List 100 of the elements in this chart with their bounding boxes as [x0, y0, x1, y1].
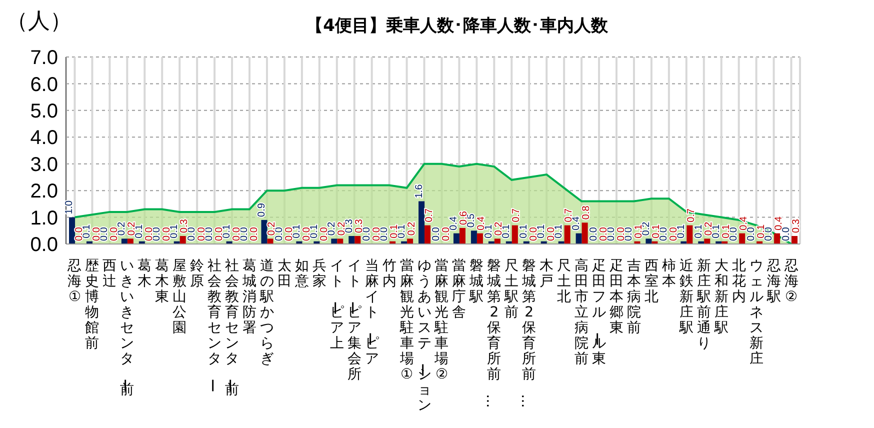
bar: [686, 225, 693, 244]
data-label: 0.3: [790, 218, 802, 233]
x-tick-label: 忍海②: [783, 258, 798, 305]
y-tick-label: 6.0: [30, 74, 58, 96]
data-label: 0.2: [640, 221, 652, 236]
bar: [354, 236, 361, 244]
x-tick-label: 歴史博物館前: [85, 258, 100, 352]
data-label: 0.0: [588, 226, 600, 241]
x-tick-label: 西室北: [644, 258, 658, 305]
data-label: 0.1: [710, 224, 722, 238]
data-label: 0.0: [763, 226, 774, 241]
x-tick-label: 柿本: [662, 258, 676, 290]
x-tick-label: 社会教育センター: [204, 258, 222, 392]
data-label: 0.0: [249, 226, 260, 241]
x-tick-label: 屋敷山公園: [172, 258, 187, 336]
bar: [407, 238, 414, 244]
y-tick-label: 5.0: [30, 100, 58, 123]
x-tick-label: 太田: [277, 258, 292, 290]
bar: [792, 236, 798, 244]
bar: [774, 233, 780, 244]
y-tick-label: 1.0: [30, 207, 58, 230]
data-label: 0.1: [291, 224, 302, 238]
x-tick-label: 當麻庁舎: [452, 258, 466, 320]
bar: [453, 233, 460, 244]
x-tick-label: 葛木東: [155, 258, 170, 305]
x-tick-label: 磐城駅: [468, 258, 484, 305]
x-tick-label: 葛城消防署: [242, 258, 256, 336]
y-tick-label: 7.0: [30, 47, 58, 70]
data-label: 0.8: [581, 205, 592, 220]
data-label: 0.0: [658, 226, 670, 241]
x-tick-label: 高田市立病院前: [574, 258, 589, 367]
bar: [646, 238, 652, 244]
bar: [348, 236, 355, 244]
bar: [739, 233, 746, 244]
x-tick-label: 兵家: [312, 258, 326, 290]
bar: [476, 233, 483, 244]
data-label: 1.6: [414, 184, 425, 198]
data-label: 0.0: [746, 226, 757, 241]
data-label: 0.1: [518, 224, 530, 238]
x-tick-label: 忍海駅: [766, 258, 781, 305]
y-tick-label: 3.0: [30, 154, 58, 176]
data-label: 0.1: [676, 224, 687, 238]
category-label: 磐城第2保育所前…: [483, 258, 502, 408]
bar: [576, 233, 582, 244]
bar: [267, 238, 274, 244]
x-tick-label: 木戸: [540, 258, 554, 290]
bar: [470, 230, 477, 244]
data-label: 0.0: [378, 226, 390, 241]
x-tick-label: 尺土北: [557, 258, 572, 305]
x-tick-label: ウェルネス新庄: [749, 258, 764, 367]
data-label: 0.0: [728, 226, 740, 241]
bar: [331, 238, 338, 244]
x-tick-label: 當麻観光駐車場②: [434, 258, 449, 382]
data-label: 0.0: [274, 226, 285, 241]
y-axis-title: （人）: [6, 8, 72, 36]
category-label: 磐城第2保育所前…: [518, 258, 536, 408]
x-tick-label: 大和新庄駅: [713, 258, 728, 336]
bar: [180, 236, 186, 244]
data-label: 0.0: [186, 226, 198, 241]
x-tick-label: 疋田フルール東: [588, 258, 606, 367]
x-tick-label: 鈴原: [190, 258, 204, 290]
x-tick-label: 如意: [294, 258, 309, 290]
data-label: 0.0: [431, 226, 442, 241]
data-label: 0.7: [511, 208, 522, 222]
y-tick-label: 0.0: [30, 234, 58, 256]
data-label: 0.0: [361, 226, 372, 241]
data-label: 0.2: [326, 221, 338, 236]
bar: [512, 225, 518, 244]
bar: [261, 220, 268, 244]
data-label: 0.4: [448, 216, 460, 230]
x-tick-label: 當麻観光駐車場①: [398, 258, 414, 382]
bar: [418, 201, 425, 244]
data-label: 0.9: [256, 202, 268, 217]
x-tick-label: 道の駅かつらぎ: [258, 258, 274, 367]
data-label: 0.0: [623, 226, 634, 241]
y-tick-label: 4.0: [30, 127, 58, 150]
bar: [564, 225, 570, 244]
data-label: 0.7: [686, 208, 697, 222]
bar: [127, 238, 134, 244]
x-tick-label: 忍海①: [66, 258, 82, 305]
data-label: 0.7: [424, 208, 435, 222]
bar: [704, 238, 710, 244]
bar: [494, 238, 500, 244]
data-label: 0.1: [693, 224, 704, 238]
x-tick-label: 疋田本郷東: [610, 258, 624, 336]
x-tick-label: 吉本病院前: [626, 258, 641, 336]
bar: [69, 217, 75, 244]
data-label: 1.0: [64, 200, 76, 214]
data-label: 0.3: [344, 218, 355, 233]
x-tick-label: 西辻: [102, 258, 117, 290]
x-tick-label: 竹内: [382, 258, 396, 290]
chart-title: 【4便目】乗車人数･降車人数･車内人数: [306, 16, 608, 36]
data-label: 0.1: [308, 224, 320, 238]
x-tick-label: 北花内: [732, 258, 746, 305]
bar: [424, 225, 431, 244]
x-tick-label: 近鉄新庄駅: [678, 258, 694, 336]
x-tick-label: 尺土駅前: [504, 258, 519, 320]
x-tick-label: イトーピア集会所: [343, 258, 362, 382]
y-tick-label: 2.0: [30, 180, 58, 203]
bar: [582, 222, 588, 244]
